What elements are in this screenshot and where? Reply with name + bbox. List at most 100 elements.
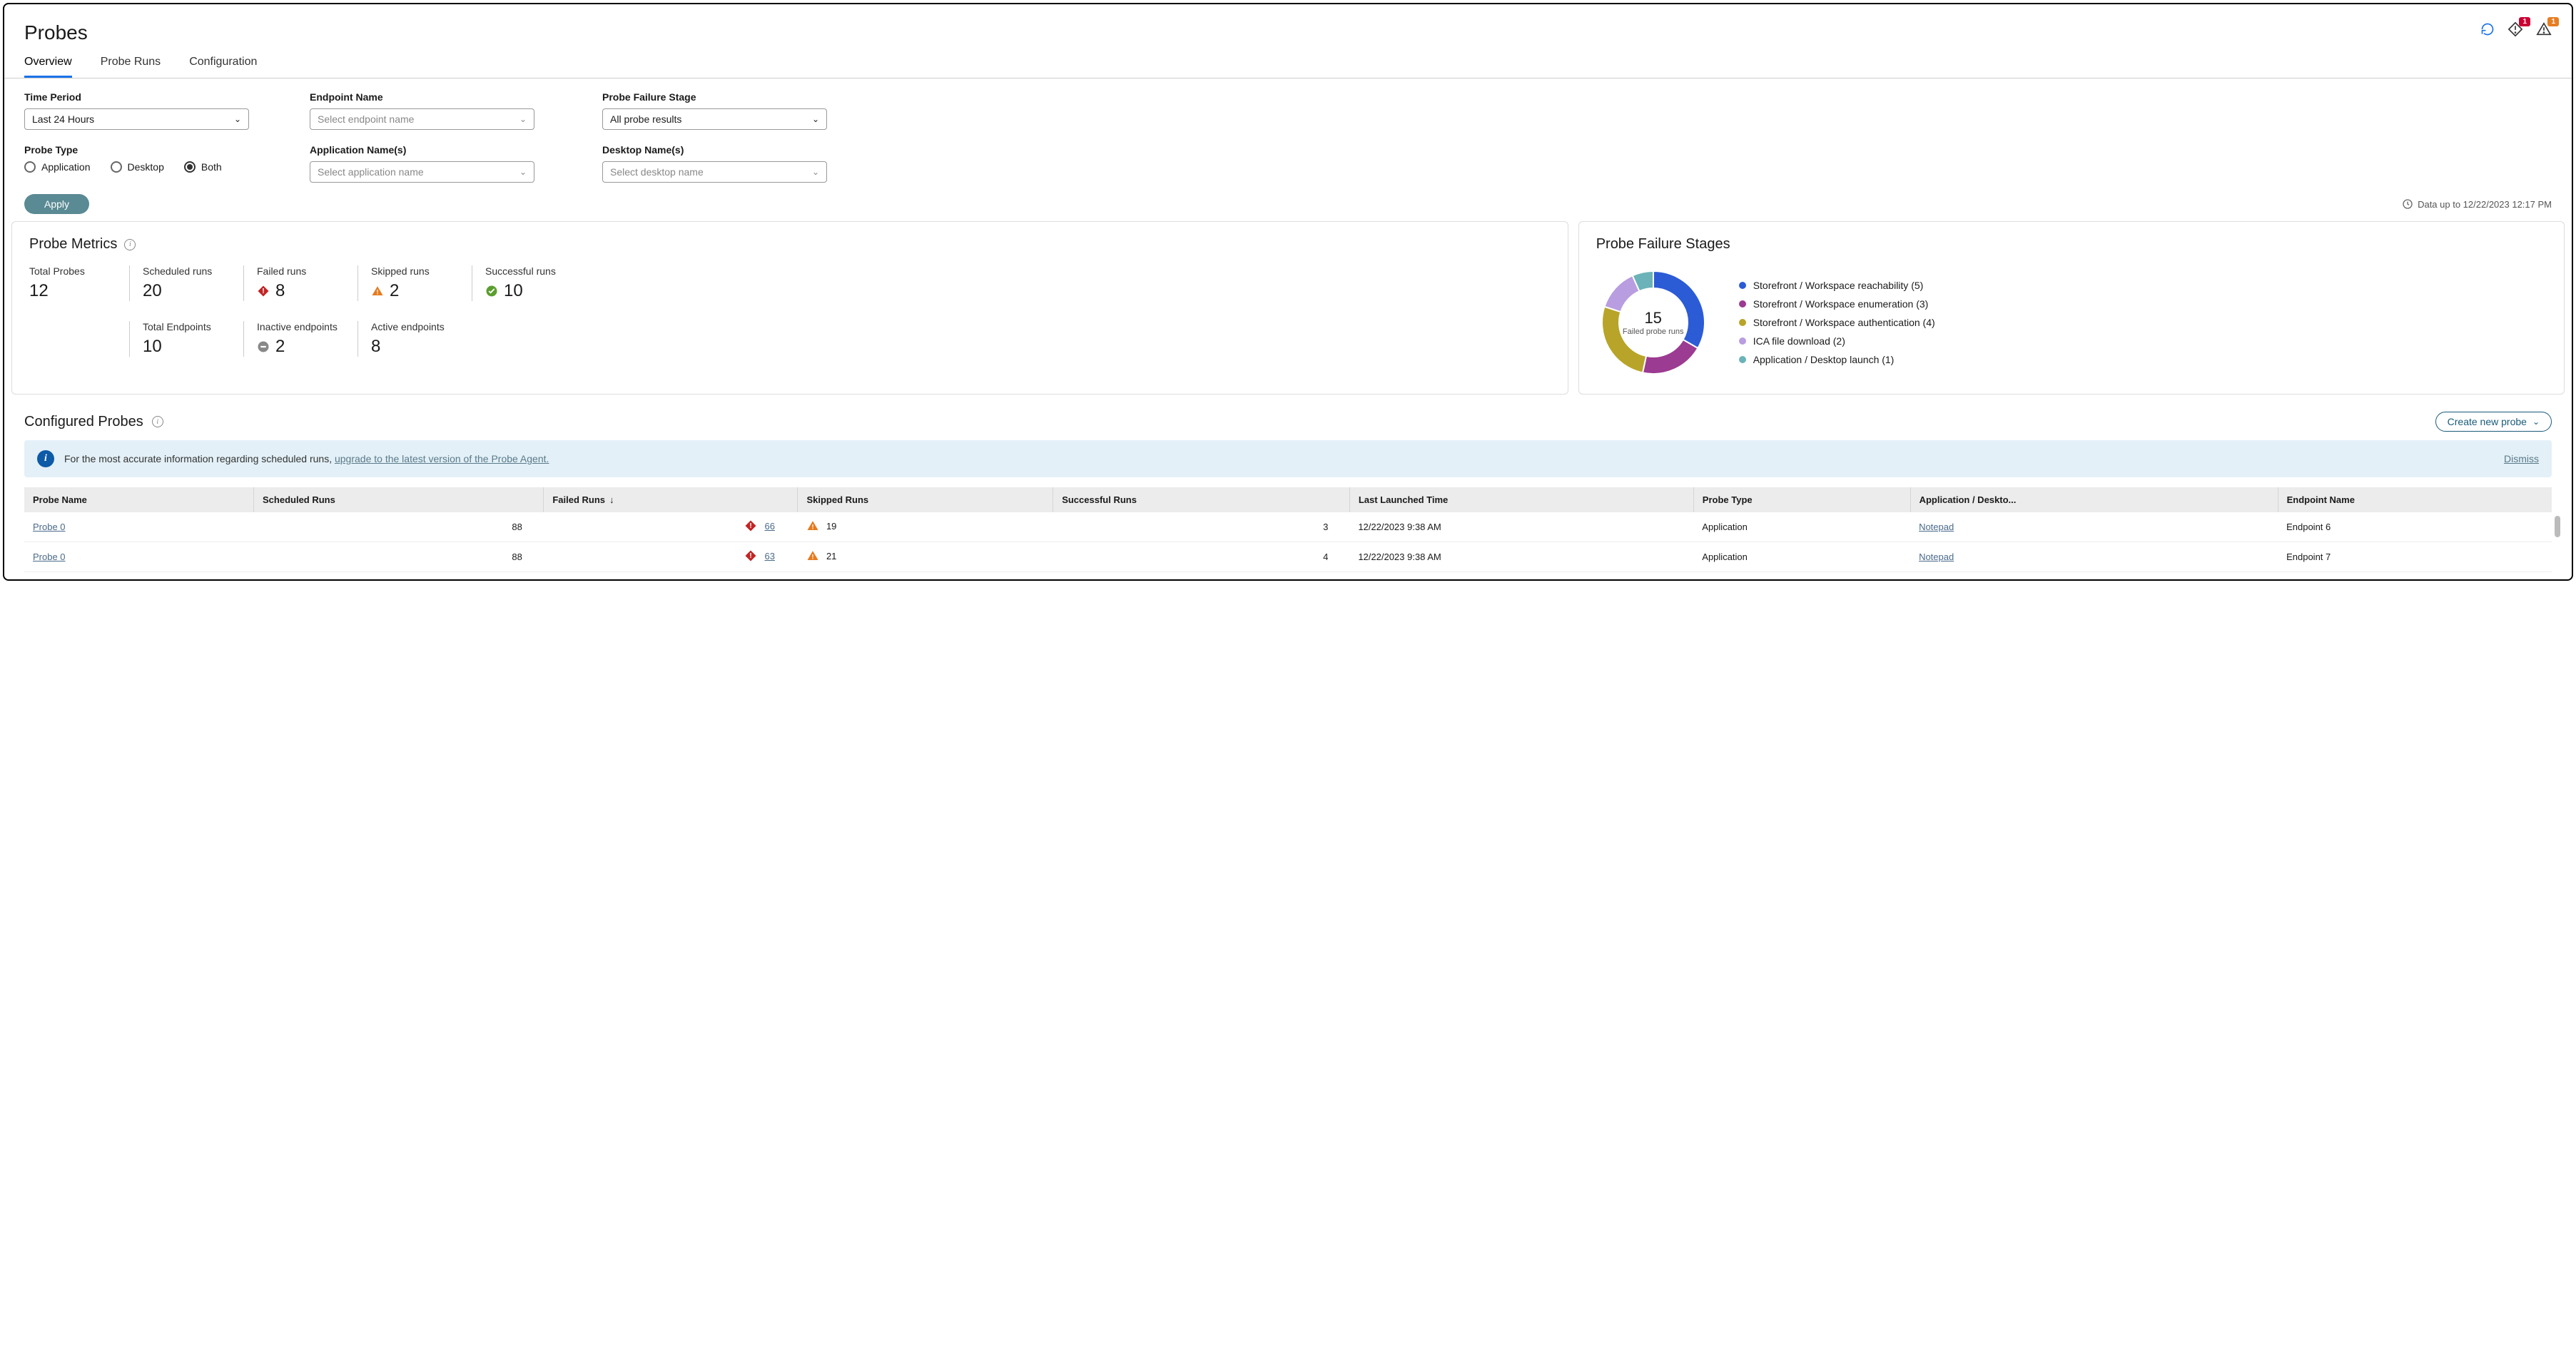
metric-value: 12 [29,281,129,301]
failed-link[interactable]: 63 [764,551,774,561]
failure-legend: Storefront / Workspace reachability (5)S… [1739,280,1935,365]
time-period-value: Last 24 Hours [32,113,94,125]
legend-label: ICA file download (2) [1753,335,1845,347]
metric-value: !2 [371,281,472,301]
info-icon[interactable]: i [124,239,136,250]
table-header[interactable]: Last Launched Time [1349,487,1693,512]
alert-diamond-icon[interactable]: 1 [2507,21,2523,39]
create-new-probe-button[interactable]: Create new probe ⌄ [2435,412,2552,432]
scheduled-cell: 88 [254,542,544,572]
table-header[interactable]: Failed Runs↓ [544,487,798,512]
header-icons: 1 1 [2480,21,2552,39]
successful-cell: 3 [1053,512,1350,542]
endpoint-name-select[interactable]: Select endpoint name ⌄ [310,108,534,130]
svg-text:!: ! [262,287,265,295]
last-launched-cell: 12/22/2023 9:38 AM [1349,512,1693,542]
metric-label: Failed runs [257,265,358,277]
skipped-cell: !19 [798,512,1053,542]
table-row: Probe 088!63!21412/22/2023 9:38 AMApplic… [24,542,2552,572]
metric-label: Active endpoints [371,321,472,332]
donut-chart: 15 Failed probe runs [1596,265,1710,380]
data-up-to: Data up to 12/22/2023 12:17 PM [2402,198,2552,210]
metric-item: Successful runs10 [472,265,586,301]
tabs: Overview Probe Runs Configuration [4,44,2572,78]
svg-text:!: ! [811,524,813,531]
desktop-names-select[interactable]: Select desktop name ⌄ [602,161,827,183]
refresh-icon[interactable] [2480,22,2495,39]
radio-circle [184,161,196,173]
info-banner: i For the most accurate information rega… [24,440,2552,477]
probe-failure-stage-label: Probe Failure Stage [602,91,873,103]
warn-icon: ! [371,285,384,298]
metric-item: Failed runs!8 [243,265,358,301]
endpoint-name-placeholder: Select endpoint name [318,113,414,125]
legend-dot [1739,356,1746,363]
metric-item: Active endpoints 8 [358,321,472,357]
endpoint-name-label: Endpoint Name [310,91,581,103]
data-up-to-text: Data up to 12/22/2023 12:17 PM [2418,199,2552,210]
info-banner-icon: i [37,450,54,467]
svg-text:!: ! [377,289,379,296]
table-header[interactable]: Skipped Runs [798,487,1053,512]
probe-failure-stage-select[interactable]: All probe results ⌄ [602,108,827,130]
tab-probe-runs[interactable]: Probe Runs [101,56,161,78]
radio-application[interactable]: Application [24,161,91,173]
apply-button[interactable]: Apply [24,194,89,214]
metric-value: 2 [257,337,358,357]
table-header[interactable]: Endpoint Name [2278,487,2552,512]
application-names-select[interactable]: Select application name ⌄ [310,161,534,183]
probe-type-label: Probe Type [24,144,288,156]
scheduled-cell: 88 [254,512,544,542]
metric-value: 8 [371,337,472,357]
metric-label: Skipped runs [371,265,472,277]
legend-item: Storefront / Workspace reachability (5) [1739,280,1935,291]
tab-overview[interactable]: Overview [24,56,72,78]
time-period-select[interactable]: Last 24 Hours ⌄ [24,108,249,130]
legend-item: Application / Desktop launch (1) [1739,354,1935,365]
ok-icon [485,285,498,298]
app-desktop-link[interactable]: Notepad [1919,552,1954,562]
banner-link[interactable]: upgrade to the latest version of the Pro… [335,453,549,464]
clock-icon [2402,198,2413,210]
metric-value: 10 [143,337,243,357]
svg-text:!: ! [811,554,813,561]
alert-triangle-badge: 1 [2547,17,2559,26]
endpoint-cell: Endpoint 6 [2278,512,2552,542]
table-header[interactable]: Probe Name [24,487,254,512]
info-icon[interactable]: i [152,416,163,427]
sort-desc-icon: ↓ [609,494,614,505]
chevron-down-icon: ⌄ [812,167,819,177]
radio-desktop[interactable]: Desktop [111,161,164,173]
svg-text:!: ! [750,552,753,560]
endpoint-cell: Endpoint 7 [2278,542,2552,572]
tab-configuration[interactable]: Configuration [189,56,257,78]
page-title: Probes [24,21,88,44]
metric-item: Inactive endpoints2 [243,321,358,357]
metric-item [29,321,129,357]
metric-item: Total Probes12 [29,265,129,301]
table-header[interactable]: Successful Runs [1053,487,1350,512]
probe-name-link[interactable]: Probe 0 [33,522,66,532]
chevron-down-icon: ⌄ [812,114,819,124]
radio-circle [24,161,36,173]
scrollbar-thumb[interactable] [2555,516,2560,537]
failure-stages-card: Probe Failure Stages 15 Failed probe run… [1578,221,2565,395]
probe-failure-stage-value: All probe results [610,113,681,125]
radio-label: Both [201,161,222,173]
table-header[interactable]: Application / Deskto... [1910,487,2278,512]
table-header[interactable]: Scheduled Runs [254,487,544,512]
alert-triangle-icon[interactable]: 1 [2536,21,2552,39]
donut-center-label: Failed probe runs [1623,327,1684,336]
configured-probes-title: Configured Probes [24,414,143,430]
legend-dot [1739,319,1746,326]
legend-label: Application / Desktop launch (1) [1753,354,1895,365]
app-desktop-link[interactable]: Notepad [1919,522,1954,532]
table-header[interactable]: Probe Type [1693,487,1910,512]
radio-both[interactable]: Both [184,161,222,173]
banner-dismiss[interactable]: Dismiss [2504,453,2539,464]
metric-value: 10 [485,281,586,301]
probe-name-link[interactable]: Probe 0 [33,552,66,562]
probe-metrics-card: Probe Metrics i Total Probes12Scheduled … [11,221,1568,395]
radio-label: Application [41,161,91,173]
failed-link[interactable]: 66 [764,521,774,532]
